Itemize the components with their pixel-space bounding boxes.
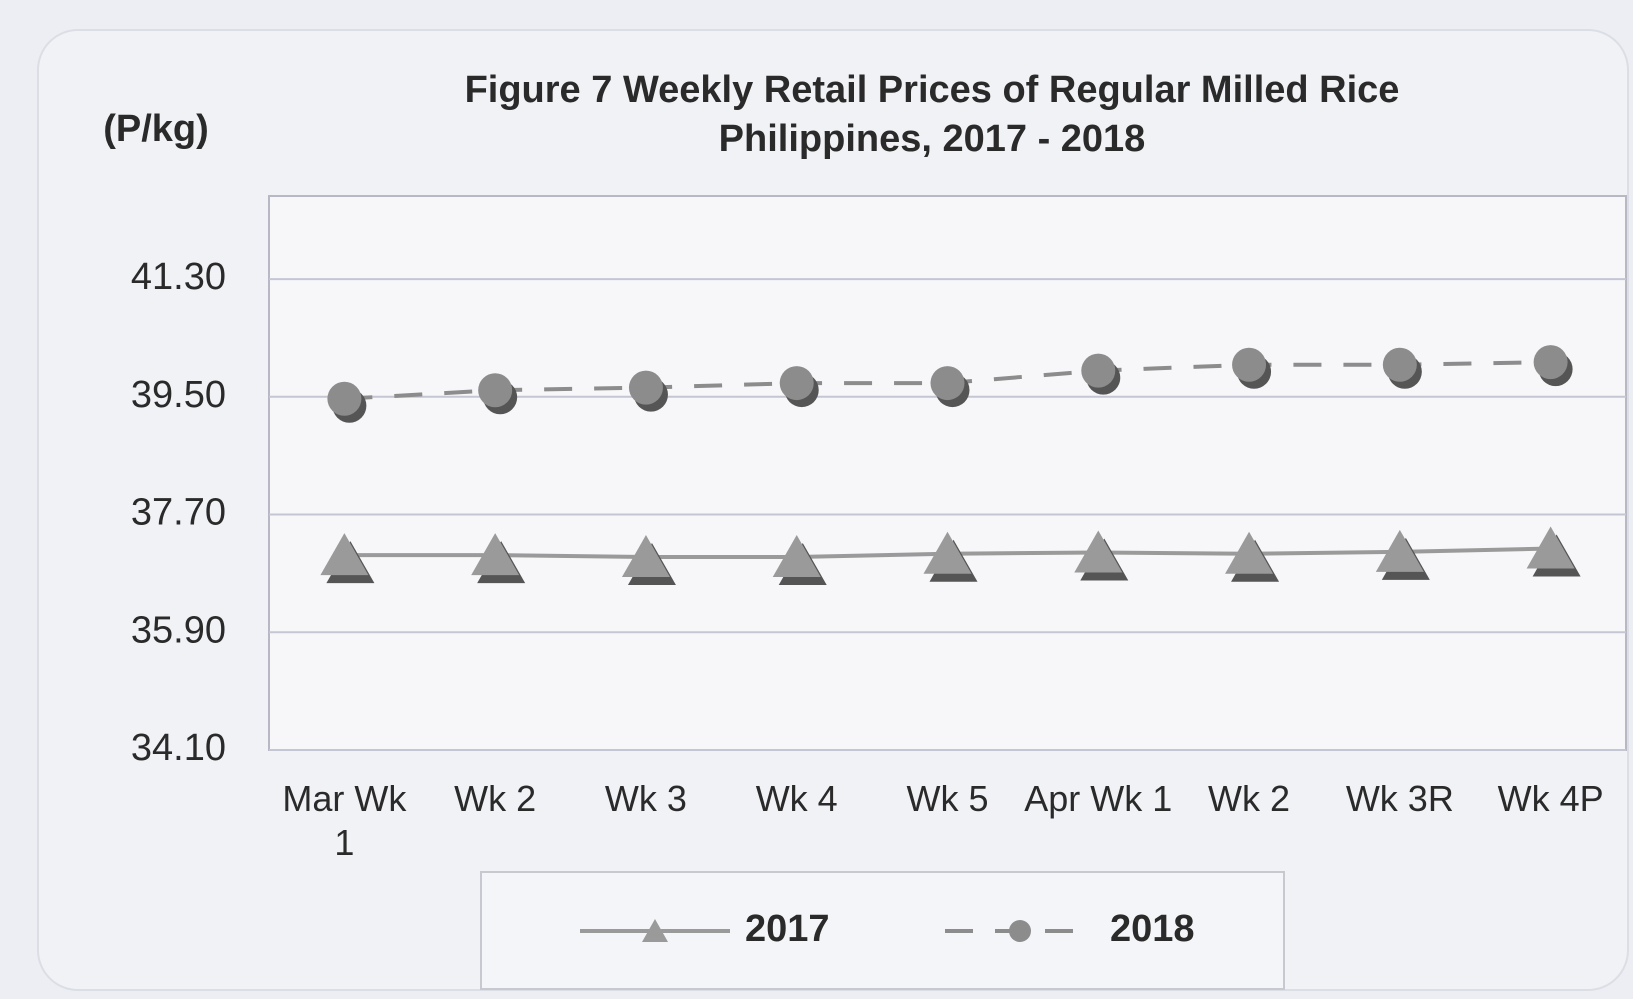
x-tick-label: Wk 3 bbox=[604, 778, 687, 819]
data-point bbox=[1382, 347, 1422, 389]
x-tick-label: Wk 3R bbox=[1345, 778, 1454, 819]
legend-label: 2018 bbox=[1110, 908, 1195, 950]
data-point bbox=[320, 533, 375, 584]
y-tick-label: 39.50 bbox=[131, 374, 226, 416]
y-tick-label: 41.30 bbox=[131, 256, 226, 298]
legend-label: 2017 bbox=[745, 908, 830, 950]
x-tick-label: Wk 5 bbox=[906, 778, 989, 819]
data-point bbox=[628, 370, 668, 412]
legend-marker bbox=[642, 919, 668, 942]
data-point bbox=[772, 535, 827, 586]
data-point bbox=[1526, 526, 1581, 577]
data-point bbox=[923, 531, 978, 582]
x-tick-label: Wk 2 bbox=[1208, 778, 1291, 819]
data-point bbox=[1225, 531, 1280, 582]
x-tick-label: Wk 4 bbox=[755, 778, 838, 819]
data-point bbox=[1232, 347, 1272, 389]
data-point bbox=[621, 535, 676, 586]
y-tick-label: 34.10 bbox=[131, 727, 226, 769]
x-tick-label: Mar Wk 1 bbox=[282, 778, 407, 863]
data-point bbox=[1533, 345, 1573, 387]
legend-marker bbox=[1009, 920, 1031, 942]
x-tick-label: Wk 4P bbox=[1497, 778, 1604, 819]
y-axis-label: (P/kg) bbox=[103, 108, 209, 150]
data-point bbox=[327, 381, 367, 423]
data-point bbox=[779, 366, 819, 408]
data-point bbox=[930, 366, 970, 408]
data-point bbox=[478, 373, 518, 415]
plot-area bbox=[268, 195, 1627, 751]
x-tick-label: Wk 2 bbox=[454, 778, 537, 819]
y-tick-label: 37.70 bbox=[131, 492, 226, 534]
chart-subtitle: Philippines, 2017 - 2018 bbox=[719, 118, 1146, 160]
data-point bbox=[471, 533, 526, 584]
data-point bbox=[1375, 529, 1430, 580]
chart-title: Figure 7 Weekly Retail Prices of Regular… bbox=[465, 69, 1400, 111]
y-tick-label: 35.90 bbox=[131, 609, 226, 651]
x-tick-label: Apr Wk 1 bbox=[1024, 778, 1173, 819]
data-point bbox=[1081, 353, 1121, 395]
data-point bbox=[1074, 530, 1129, 581]
